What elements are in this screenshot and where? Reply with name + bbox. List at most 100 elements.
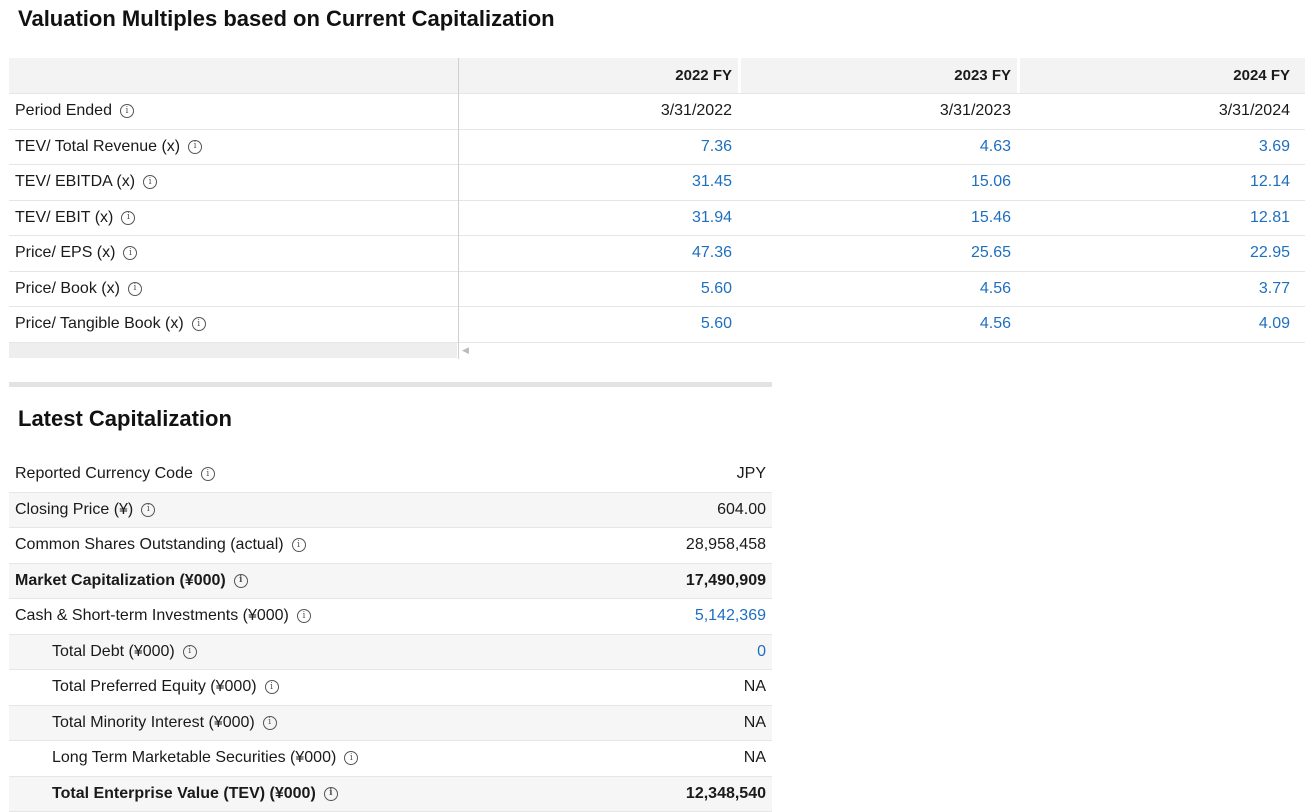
row-label: Total Preferred Equity (¥000) i — [52, 670, 279, 705]
row-label-text: Reported Currency Code — [15, 465, 193, 483]
value-cell[interactable]: 0 — [757, 635, 766, 670]
value-cell: NA — [744, 741, 766, 776]
value-cell[interactable]: 47.36 — [459, 236, 738, 271]
row-label-text: Long Term Marketable Securities (¥000) — [52, 749, 336, 767]
value-cell[interactable]: 5.60 — [459, 307, 738, 342]
info-icon[interactable]: i — [143, 175, 157, 189]
info-icon[interactable]: i — [324, 787, 338, 801]
value-cell[interactable]: 12.81 — [1017, 201, 1296, 236]
row-label: Common Shares Outstanding (actual) i — [15, 528, 306, 563]
row-label-text: Price/ Book (x) — [15, 280, 120, 298]
info-icon[interactable]: i — [201, 467, 215, 481]
value-cell: NA — [744, 670, 766, 705]
value-cell: 17,490,909 — [686, 564, 766, 599]
row-label: Total Debt (¥000)i — [52, 635, 197, 670]
row-label-text: Total Preferred Equity (¥000) — [52, 678, 257, 696]
value-cell: 28,958,458 — [686, 528, 766, 563]
capitalization-title: Latest Capitalization — [18, 406, 232, 432]
cap-row-long-term-marketable-securities-000: Long Term Marketable Securities (¥000) i N… — [9, 741, 772, 777]
value-cell: 604.00 — [717, 493, 766, 528]
row-label-text: TEV/ EBITDA (x) — [15, 173, 135, 191]
info-icon[interactable]: i — [123, 246, 137, 260]
info-icon[interactable]: i — [234, 574, 248, 588]
row-label: TEV/ Total Revenue (x) i — [15, 130, 202, 165]
value-cell[interactable]: 3.69 — [1017, 130, 1296, 165]
info-icon[interactable]: i — [183, 645, 197, 659]
row-label: Total Minority Interest (¥000) i — [52, 706, 277, 741]
row-label: Price/ Tangible Book (x)i — [15, 307, 206, 342]
info-icon[interactable]: i — [188, 140, 202, 154]
row-label-text: TEV/ EBIT (x) — [15, 209, 113, 227]
cap-row-total-enterprise-value-tev-000: Total Enterprise Value (TEV) (¥000) i 12,3… — [9, 777, 772, 812]
value-cell[interactable]: 7.36 — [459, 130, 738, 165]
value-cell: 12,348,540 — [686, 777, 766, 812]
column-header-2024[interactable]: 2024 FY — [1017, 58, 1296, 93]
capitalization-table: Reported Currency Code i JPY Closing Price … — [9, 457, 772, 812]
info-icon[interactable]: i — [121, 211, 135, 225]
info-icon[interactable]: i — [128, 282, 142, 296]
info-icon[interactable]: i — [344, 751, 358, 765]
row-label-text: Price/ EPS (x) — [15, 244, 115, 262]
info-icon[interactable]: i — [141, 503, 155, 517]
section-separator — [9, 382, 772, 387]
value-cell: 3/31/2022 — [459, 94, 738, 129]
row-label: Reported Currency Code i — [15, 457, 215, 492]
row-label-text: TEV/ Total Revenue (x) — [15, 138, 180, 156]
row-label-text: Total Enterprise Value (TEV) (¥000) — [52, 785, 316, 803]
value-cell[interactable]: 5,142,369 — [695, 599, 766, 634]
valuation-title: Valuation Multiples based on Current Cap… — [18, 6, 555, 32]
value-cell: JPY — [737, 457, 766, 492]
value-cell[interactable]: 31.45 — [459, 165, 738, 200]
cap-row-reported-currency-code: Reported Currency Code i JPY — [9, 457, 772, 493]
value-cell[interactable]: 4.09 — [1017, 307, 1296, 342]
row-label-text: Closing Price (¥) — [15, 501, 133, 519]
value-cell[interactable]: 15.06 — [738, 165, 1017, 200]
value-cell[interactable]: 22.95 — [1017, 236, 1296, 271]
info-icon[interactable]: i — [120, 104, 134, 118]
row-label-text: Total Minority Interest (¥000) — [52, 714, 255, 732]
row-label: Period Ended i — [15, 94, 134, 129]
info-icon[interactable]: i — [263, 716, 277, 730]
value-cell[interactable]: 4.56 — [738, 272, 1017, 307]
row-label-text: Common Shares Outstanding (actual) — [15, 536, 284, 554]
row-label: Market Capitalization (¥000)i — [15, 564, 248, 599]
scroll-left-arrow-icon[interactable]: ◀ — [462, 345, 469, 356]
horizontal-scrollbar[interactable] — [9, 343, 457, 358]
cap-row-total-preferred-equity-000: Total Preferred Equity (¥000) i NA — [9, 670, 772, 706]
column-header-2023[interactable]: 2023 FY — [738, 58, 1017, 93]
value-cell[interactable]: 25.65 — [738, 236, 1017, 271]
row-label-text: Period Ended — [15, 102, 112, 120]
row-label: Price/ Book (x) i — [15, 272, 142, 307]
row-label: Total Enterprise Value (TEV) (¥000) i — [52, 777, 338, 812]
row-label-text: Cash & Short-term Investments (¥000) — [15, 607, 289, 625]
valuation-table: 2022 FY 2023 FY 2024 FY Period Ended i 3/3… — [9, 58, 1305, 343]
value-cell[interactable]: 4.63 — [738, 130, 1017, 165]
cap-row-market-capitalization-000: Market Capitalization (¥000)i 17,490,909 — [9, 564, 772, 600]
cap-row-cash-short-term-investments-000: Cash & Short-term Investments (¥000) i 5,1… — [9, 599, 772, 635]
value-cell[interactable]: 4.56 — [738, 307, 1017, 342]
value-cell[interactable]: 3.77 — [1017, 272, 1296, 307]
value-cell[interactable]: 15.46 — [738, 201, 1017, 236]
value-cell[interactable]: 5.60 — [459, 272, 738, 307]
info-icon[interactable]: i — [297, 609, 311, 623]
info-icon[interactable]: i — [292, 538, 306, 552]
valuation-header-row: 2022 FY 2023 FY 2024 FY — [9, 58, 1305, 94]
row-label: Cash & Short-term Investments (¥000) i — [15, 599, 311, 634]
frozen-column-divider — [458, 58, 459, 359]
cap-row-total-debt-000: Total Debt (¥000)i 0 — [9, 635, 772, 671]
row-label: TEV/ EBITDA (x) i — [15, 165, 157, 200]
cap-row-common-shares-outstanding-actual: Common Shares Outstanding (actual) i 28,95… — [9, 528, 772, 564]
value-cell[interactable]: 12.14 — [1017, 165, 1296, 200]
info-icon[interactable]: i — [265, 680, 279, 694]
cap-row-total-minority-interest-000: Total Minority Interest (¥000) i NA — [9, 706, 772, 742]
value-cell: NA — [744, 706, 766, 741]
value-cell[interactable]: 31.94 — [459, 201, 738, 236]
column-header-2022[interactable]: 2022 FY — [459, 58, 738, 93]
info-icon[interactable]: i — [192, 317, 206, 331]
